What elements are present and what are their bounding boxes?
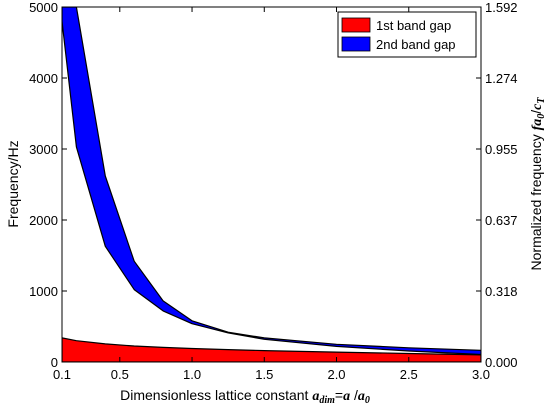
band-area-1 bbox=[62, 337, 481, 362]
y2-axis-label: Normalized frequency fa0/cT bbox=[528, 97, 547, 271]
axis-ticks: 0.1 0.5 1.0 1.5 2.0 2.5 3.0 0 1000 2000 3000 4000 50… bbox=[29, 0, 517, 382]
x-tick-label: 2.0 bbox=[327, 367, 345, 382]
y2-tick-label: 0.955 bbox=[485, 142, 518, 157]
y2-label-prefix: Normalized frequency bbox=[528, 130, 544, 270]
y-tick-label: 1000 bbox=[29, 284, 58, 299]
band-areas bbox=[62, 7, 481, 362]
y2-label-c: c bbox=[530, 103, 545, 110]
y2-tick-label: 1.592 bbox=[485, 0, 518, 15]
y2-label-sub2: T bbox=[536, 97, 547, 104]
legend-swatch-band2 bbox=[341, 36, 371, 52]
y2-tick-label: 0.318 bbox=[485, 284, 518, 299]
y-tick-label: 0 bbox=[51, 355, 58, 370]
x-axis-label: Dimensionless lattice constant adim=a /a… bbox=[120, 387, 370, 406]
y-tick-label: 2000 bbox=[29, 213, 58, 228]
y2-label-fa: fa bbox=[530, 119, 545, 131]
y2-label-sub1: 0 bbox=[536, 114, 547, 119]
x-label-eq: = bbox=[335, 387, 343, 403]
x-tick-label: 0.1 bbox=[53, 367, 71, 382]
x-label-sub3: 0 bbox=[365, 395, 370, 406]
x-label-a3: a bbox=[358, 389, 365, 404]
y2-tick-label: 1.274 bbox=[485, 71, 518, 86]
y2-label-slash: / bbox=[528, 110, 544, 114]
y-axis-label: Frequency/Hz bbox=[5, 140, 21, 227]
band-area-2 bbox=[62, 7, 481, 356]
x-label-prefix: Dimensionless lattice constant bbox=[120, 387, 312, 403]
x-label-a1: a bbox=[312, 389, 319, 404]
y2-tick-label: 0.000 bbox=[485, 355, 518, 370]
y-tick-label: 5000 bbox=[29, 0, 58, 15]
x-label-slash: / bbox=[350, 387, 358, 403]
x-tick-label: 3.0 bbox=[472, 367, 490, 382]
x-tick-label: 1.0 bbox=[183, 367, 201, 382]
x-tick-label: 1.5 bbox=[255, 367, 273, 382]
y-tick-label: 4000 bbox=[29, 71, 58, 86]
legend-swatch-band1 bbox=[341, 17, 371, 33]
plot-frame bbox=[61, 6, 482, 363]
legend: 1st band gap 2nd band gap bbox=[337, 11, 477, 58]
x-label-a2: a bbox=[343, 389, 350, 404]
y-tick-label: 3000 bbox=[29, 142, 58, 157]
x-tick-label: 0.5 bbox=[111, 367, 129, 382]
legend-label-band1: 1st band gap bbox=[376, 18, 451, 33]
y2-tick-label: 0.637 bbox=[485, 213, 518, 228]
x-label-sub1: dim bbox=[319, 395, 335, 406]
x-tick-label: 2.5 bbox=[400, 367, 418, 382]
legend-label-band2: 2nd band gap bbox=[376, 37, 456, 52]
